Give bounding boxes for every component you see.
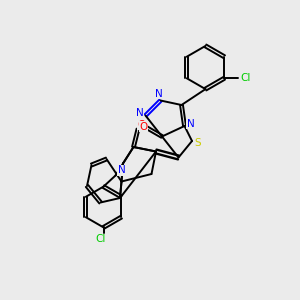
Text: O: O	[137, 119, 146, 130]
Text: Cl: Cl	[240, 73, 250, 83]
Text: N: N	[118, 165, 125, 175]
Text: N: N	[155, 89, 163, 99]
Text: N: N	[136, 108, 143, 118]
Text: S: S	[195, 137, 201, 148]
Text: O: O	[139, 122, 148, 132]
Text: Cl: Cl	[95, 234, 106, 244]
Text: N: N	[187, 118, 194, 129]
